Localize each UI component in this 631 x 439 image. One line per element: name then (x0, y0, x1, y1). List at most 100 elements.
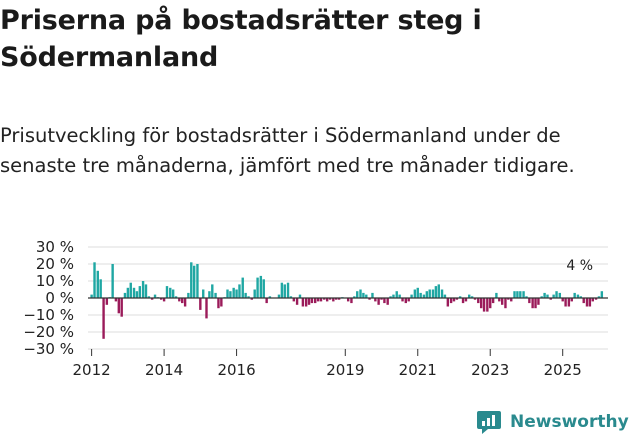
bar-positive (286, 282, 290, 298)
bar-positive (434, 286, 438, 298)
bar-positive (458, 296, 462, 298)
bar-negative (477, 298, 480, 304)
bar-positive (277, 294, 281, 298)
bar-negative (325, 298, 329, 302)
y-tick-label: 30 % (36, 238, 74, 256)
y-tick-label: 10 % (36, 272, 74, 290)
x-tick-label: 2016 (217, 361, 255, 379)
bar-positive (470, 296, 474, 298)
bar-negative (380, 298, 383, 300)
bar-positive (259, 275, 263, 298)
bar-negative (570, 298, 573, 302)
bar-positive (410, 294, 413, 298)
bar-positive (365, 294, 368, 298)
newsworthy-logo-text: Newsworthy (510, 412, 629, 432)
bar-negative (461, 298, 465, 304)
bar-negative (114, 298, 118, 302)
bar-positive (126, 287, 130, 298)
bar-negative (531, 298, 534, 309)
bar-negative (489, 298, 492, 309)
bar-positive (422, 294, 426, 298)
bar-negative (199, 298, 202, 310)
x-tick-label: 2023 (471, 361, 509, 379)
bar-negative (479, 298, 483, 309)
bar-positive (371, 292, 374, 298)
bar-positive (600, 291, 604, 298)
x-tick-label: 2025 (544, 361, 582, 379)
bar-positive (165, 286, 169, 298)
bar-positive (232, 287, 235, 298)
bar-positive (395, 291, 398, 298)
bar-negative (507, 298, 510, 300)
bar-positive (522, 291, 525, 298)
bar-positive (96, 270, 99, 298)
bar-negative (332, 298, 335, 302)
x-tick-label: 2012 (73, 361, 111, 379)
bar-negative (292, 298, 296, 302)
bar-positive (238, 284, 241, 298)
bar-negative (120, 298, 123, 317)
bar-positive (99, 279, 102, 298)
bar-negative (319, 298, 323, 302)
bar-negative (401, 298, 404, 302)
x-tick-label: 2021 (399, 361, 437, 379)
bar-positive (425, 291, 429, 298)
bar-positive (437, 284, 440, 298)
bar-positive (280, 282, 284, 298)
bar-negative (464, 298, 468, 302)
bar-positive (144, 284, 148, 298)
bar-positive (440, 289, 444, 298)
bar-positive (552, 294, 555, 298)
bar-positive (135, 291, 139, 298)
bar-positive (247, 296, 250, 298)
bar-positive (283, 284, 286, 298)
bar-negative (368, 298, 371, 300)
bar-negative (567, 298, 571, 307)
bar-negative (265, 298, 268, 304)
bar-positive (174, 296, 178, 298)
newsworthy-logo[interactable]: Newsworthy (476, 408, 629, 436)
bar-positive (573, 292, 576, 298)
bar-negative (473, 298, 477, 300)
bar-negative (491, 298, 495, 304)
bar-negative (594, 298, 598, 300)
bar-positive (392, 294, 395, 298)
bar-negative (561, 298, 564, 302)
bar-negative (183, 298, 187, 307)
bar-negative (404, 298, 407, 304)
bar-negative (346, 298, 350, 302)
bar-positive (431, 289, 435, 298)
y-tick-label: −20 % (23, 323, 74, 341)
bar-positive (525, 296, 528, 298)
bar-negative (537, 298, 540, 305)
bar-positive (516, 291, 519, 298)
bar-positive (597, 296, 601, 298)
bar-positive (187, 292, 190, 298)
bar-positive (443, 294, 447, 298)
bar-positive (262, 279, 265, 298)
bar-positive (169, 287, 172, 298)
bar-positive (241, 277, 244, 298)
bar-negative (510, 298, 513, 302)
bar-positive (226, 289, 229, 298)
bar-negative (304, 298, 308, 307)
bar-positive (495, 292, 498, 298)
bar-negative (407, 298, 410, 302)
bar-negative (591, 298, 594, 302)
bar-negative (314, 298, 317, 304)
bar-negative (220, 298, 223, 307)
bar-negative (316, 298, 320, 302)
bar-positive (579, 296, 583, 298)
bar-negative (205, 298, 208, 319)
chart-title: Priserna på bostadsrätter steg i Söderma… (0, 5, 482, 73)
bar-positive (513, 291, 516, 298)
x-tick-label: 2019 (326, 361, 364, 379)
bar-positive (190, 262, 193, 298)
bar-positive (398, 294, 401, 298)
bar-positive (244, 292, 247, 298)
bar-negative (102, 298, 105, 339)
bar-negative (377, 298, 380, 305)
last-value-annotation: 4 % (566, 258, 593, 274)
bar-positive (289, 296, 293, 298)
bar-positive (416, 287, 419, 298)
